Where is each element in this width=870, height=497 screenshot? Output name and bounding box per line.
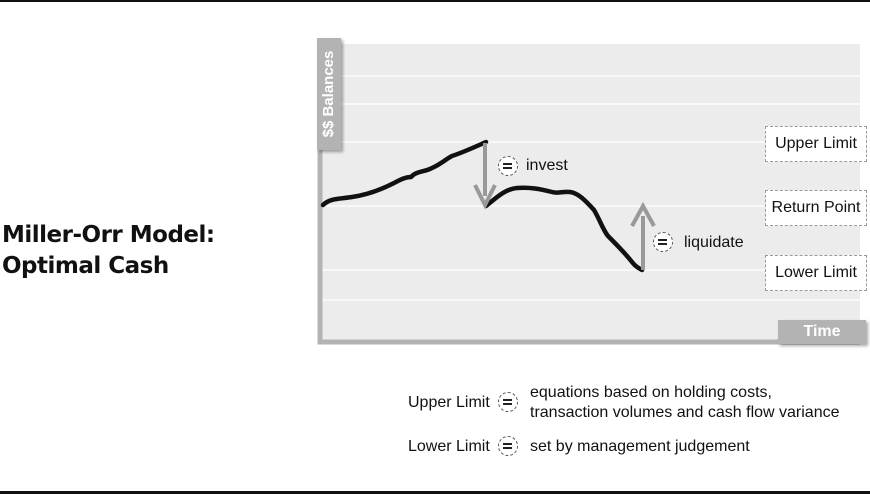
y-axis-label-box [317, 38, 341, 150]
miller-orr-diagram: $$ Balances Time Upper Limit Return Poin… [317, 38, 867, 345]
equals-circle-icon [653, 232, 673, 252]
page-title: Miller-Orr Model: Optimal Cash [2, 220, 215, 282]
y-axis-label: $$ Balances [320, 50, 337, 138]
title-line-1: Miller-Orr Model: [2, 222, 215, 248]
legend-definition-lower: set by management judgement [530, 438, 750, 455]
legend-definition-upper-line-2: transaction volumes and cash flow varian… [530, 404, 840, 421]
return-point-label: Return Point [765, 190, 867, 226]
cash-balance-drift [483, 185, 645, 273]
lower-limit-label: Lower Limit [765, 255, 867, 291]
down-arrow-icon [473, 143, 497, 210]
equals-circle-icon [498, 392, 518, 412]
legend-term-lower: Lower Limit [408, 438, 490, 455]
equals-circle-icon [498, 436, 518, 456]
cash-balance-rise [320, 139, 489, 208]
title-line-2: Optimal Cash [2, 253, 169, 279]
up-arrow-icon [630, 201, 656, 270]
bottom-rule [0, 491, 870, 494]
legend-definition-upper-line-1: equations based on holding costs, [530, 384, 772, 401]
upper-limit-label: Upper Limit [765, 126, 867, 162]
top-rule [0, 0, 870, 2]
legend-term-upper: Upper Limit [408, 394, 490, 411]
equals-circle-icon [498, 156, 518, 176]
diagram-canvas [317, 44, 860, 345]
invest-annotation: invest [526, 157, 568, 174]
liquidate-annotation: liquidate [684, 234, 744, 251]
x-axis-label: Time [778, 320, 866, 344]
